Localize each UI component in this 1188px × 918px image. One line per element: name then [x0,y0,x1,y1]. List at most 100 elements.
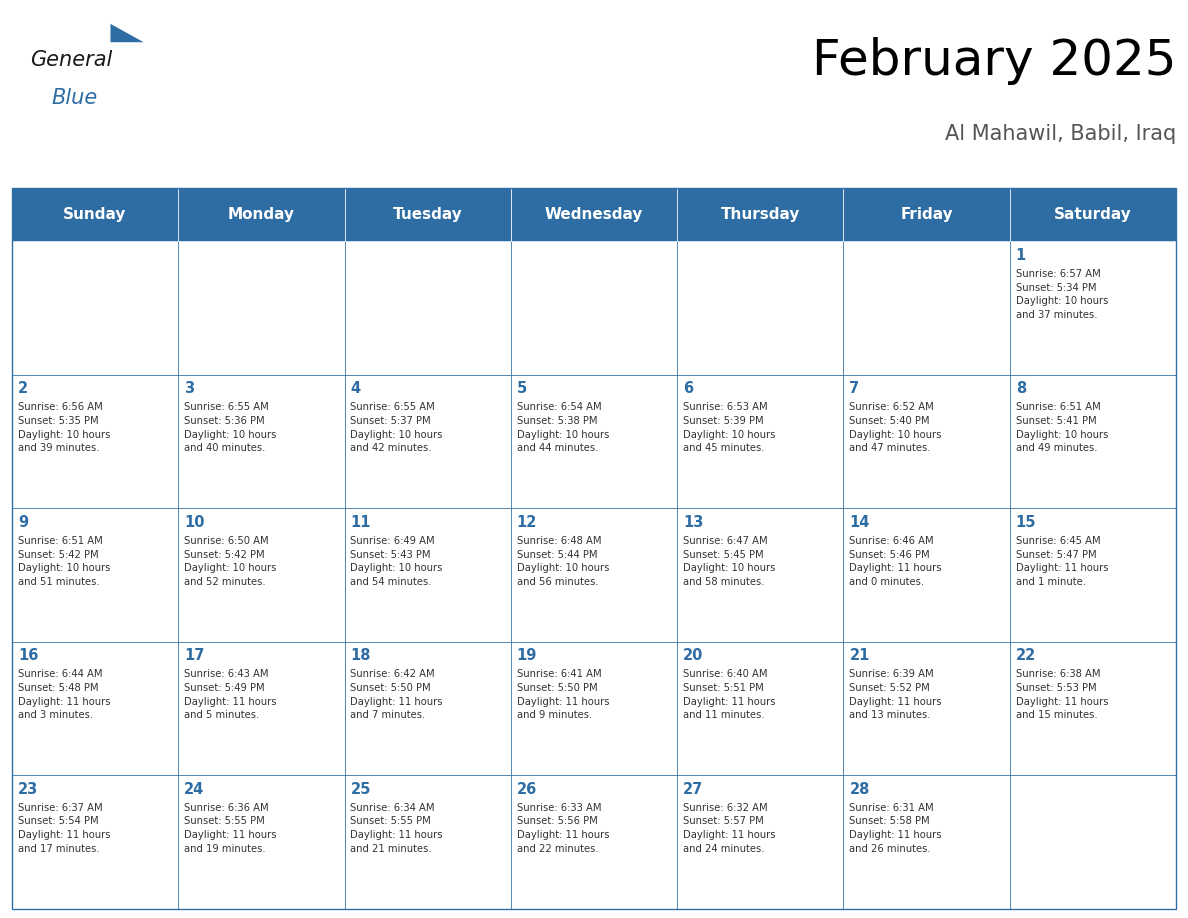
Bar [12,375,178,509]
Bar [345,375,511,509]
Text: Sunrise: 6:51 AM
Sunset: 5:41 PM
Daylight: 10 hours
and 49 minutes.: Sunrise: 6:51 AM Sunset: 5:41 PM Dayligh… [1016,402,1108,453]
Bar [345,188,511,241]
Bar [178,776,345,909]
Text: 26: 26 [517,782,537,797]
Text: Sunrise: 6:49 AM
Sunset: 5:43 PM
Daylight: 10 hours
and 54 minutes.: Sunrise: 6:49 AM Sunset: 5:43 PM Dayligh… [350,536,443,587]
Text: 28: 28 [849,782,870,797]
Bar [511,776,677,909]
Text: Sunday: Sunday [63,207,127,222]
Text: Sunrise: 6:42 AM
Sunset: 5:50 PM
Daylight: 11 hours
and 7 minutes.: Sunrise: 6:42 AM Sunset: 5:50 PM Dayligh… [350,669,443,721]
Text: Sunrise: 6:31 AM
Sunset: 5:58 PM
Daylight: 11 hours
and 26 minutes.: Sunrise: 6:31 AM Sunset: 5:58 PM Dayligh… [849,803,942,854]
Text: Sunrise: 6:43 AM
Sunset: 5:49 PM
Daylight: 11 hours
and 5 minutes.: Sunrise: 6:43 AM Sunset: 5:49 PM Dayligh… [184,669,277,721]
Text: Blue: Blue [51,88,97,108]
Bar [1010,776,1176,909]
Text: 2: 2 [18,381,29,397]
Bar [345,241,511,375]
Bar [677,509,843,642]
Text: 22: 22 [1016,648,1036,664]
Bar [12,642,178,776]
Bar [511,188,677,241]
Text: 15: 15 [1016,515,1036,530]
Text: 19: 19 [517,648,537,664]
Text: 11: 11 [350,515,371,530]
Text: Sunrise: 6:33 AM
Sunset: 5:56 PM
Daylight: 11 hours
and 22 minutes.: Sunrise: 6:33 AM Sunset: 5:56 PM Dayligh… [517,803,609,854]
Text: 17: 17 [184,648,204,664]
Text: Sunrise: 6:38 AM
Sunset: 5:53 PM
Daylight: 11 hours
and 15 minutes.: Sunrise: 6:38 AM Sunset: 5:53 PM Dayligh… [1016,669,1108,721]
Text: Sunrise: 6:39 AM
Sunset: 5:52 PM
Daylight: 11 hours
and 13 minutes.: Sunrise: 6:39 AM Sunset: 5:52 PM Dayligh… [849,669,942,721]
Text: Sunrise: 6:56 AM
Sunset: 5:35 PM
Daylight: 10 hours
and 39 minutes.: Sunrise: 6:56 AM Sunset: 5:35 PM Dayligh… [18,402,110,453]
Text: Sunrise: 6:36 AM
Sunset: 5:55 PM
Daylight: 11 hours
and 19 minutes.: Sunrise: 6:36 AM Sunset: 5:55 PM Dayligh… [184,803,277,854]
Bar [511,241,677,375]
Bar [178,375,345,509]
Text: Tuesday: Tuesday [393,207,462,222]
Text: 7: 7 [849,381,860,397]
Text: 23: 23 [18,782,38,797]
Text: Monday: Monday [228,207,295,222]
Bar [843,509,1010,642]
Text: 10: 10 [184,515,204,530]
Text: 1: 1 [1016,248,1026,263]
Bar [843,642,1010,776]
Text: Sunrise: 6:45 AM
Sunset: 5:47 PM
Daylight: 11 hours
and 1 minute.: Sunrise: 6:45 AM Sunset: 5:47 PM Dayligh… [1016,536,1108,587]
Text: 13: 13 [683,515,703,530]
Text: Sunrise: 6:44 AM
Sunset: 5:48 PM
Daylight: 11 hours
and 3 minutes.: Sunrise: 6:44 AM Sunset: 5:48 PM Dayligh… [18,669,110,721]
Bar [178,188,345,241]
Bar [345,776,511,909]
Bar [345,509,511,642]
Bar [511,642,677,776]
Text: Sunrise: 6:32 AM
Sunset: 5:57 PM
Daylight: 11 hours
and 24 minutes.: Sunrise: 6:32 AM Sunset: 5:57 PM Dayligh… [683,803,776,854]
Bar [178,509,345,642]
Bar [178,241,345,375]
Bar [12,509,178,642]
Bar [677,642,843,776]
Text: 21: 21 [849,648,870,664]
Text: Sunrise: 6:48 AM
Sunset: 5:44 PM
Daylight: 10 hours
and 56 minutes.: Sunrise: 6:48 AM Sunset: 5:44 PM Dayligh… [517,536,609,587]
Text: Sunrise: 6:40 AM
Sunset: 5:51 PM
Daylight: 11 hours
and 11 minutes.: Sunrise: 6:40 AM Sunset: 5:51 PM Dayligh… [683,669,776,721]
Text: 5: 5 [517,381,527,397]
Polygon shape [110,24,144,42]
Bar [677,188,843,241]
Text: 24: 24 [184,782,204,797]
Text: 9: 9 [18,515,29,530]
Text: Al Mahawil, Babil, Iraq: Al Mahawil, Babil, Iraq [944,124,1176,144]
Text: 6: 6 [683,381,694,397]
Text: Sunrise: 6:37 AM
Sunset: 5:54 PM
Daylight: 11 hours
and 17 minutes.: Sunrise: 6:37 AM Sunset: 5:54 PM Dayligh… [18,803,110,854]
Bar [511,509,677,642]
Text: 16: 16 [18,648,38,664]
Text: Sunrise: 6:47 AM
Sunset: 5:45 PM
Daylight: 10 hours
and 58 minutes.: Sunrise: 6:47 AM Sunset: 5:45 PM Dayligh… [683,536,776,587]
Text: 25: 25 [350,782,371,797]
Bar [1010,188,1176,241]
Text: Saturday: Saturday [1054,207,1132,222]
Text: Sunrise: 6:51 AM
Sunset: 5:42 PM
Daylight: 10 hours
and 51 minutes.: Sunrise: 6:51 AM Sunset: 5:42 PM Dayligh… [18,536,110,587]
Bar [677,375,843,509]
Bar [1010,642,1176,776]
Bar [843,375,1010,509]
Bar [178,642,345,776]
Text: Wednesday: Wednesday [545,207,643,222]
Bar [843,776,1010,909]
Bar [12,241,178,375]
Bar [12,188,1176,909]
Bar [12,776,178,909]
Text: Sunrise: 6:34 AM
Sunset: 5:55 PM
Daylight: 11 hours
and 21 minutes.: Sunrise: 6:34 AM Sunset: 5:55 PM Dayligh… [350,803,443,854]
Text: Sunrise: 6:53 AM
Sunset: 5:39 PM
Daylight: 10 hours
and 45 minutes.: Sunrise: 6:53 AM Sunset: 5:39 PM Dayligh… [683,402,776,453]
Bar [345,642,511,776]
Text: 8: 8 [1016,381,1026,397]
Bar [677,776,843,909]
Text: 3: 3 [184,381,195,397]
Text: Sunrise: 6:54 AM
Sunset: 5:38 PM
Daylight: 10 hours
and 44 minutes.: Sunrise: 6:54 AM Sunset: 5:38 PM Dayligh… [517,402,609,453]
Text: Sunrise: 6:50 AM
Sunset: 5:42 PM
Daylight: 10 hours
and 52 minutes.: Sunrise: 6:50 AM Sunset: 5:42 PM Dayligh… [184,536,277,587]
Text: Thursday: Thursday [721,207,800,222]
Text: Sunrise: 6:55 AM
Sunset: 5:37 PM
Daylight: 10 hours
and 42 minutes.: Sunrise: 6:55 AM Sunset: 5:37 PM Dayligh… [350,402,443,453]
Text: Sunrise: 6:55 AM
Sunset: 5:36 PM
Daylight: 10 hours
and 40 minutes.: Sunrise: 6:55 AM Sunset: 5:36 PM Dayligh… [184,402,277,453]
Bar [677,241,843,375]
Text: Sunrise: 6:46 AM
Sunset: 5:46 PM
Daylight: 11 hours
and 0 minutes.: Sunrise: 6:46 AM Sunset: 5:46 PM Dayligh… [849,536,942,587]
Bar [843,188,1010,241]
Bar [12,188,178,241]
Text: 20: 20 [683,648,703,664]
Text: Sunrise: 6:52 AM
Sunset: 5:40 PM
Daylight: 10 hours
and 47 minutes.: Sunrise: 6:52 AM Sunset: 5:40 PM Dayligh… [849,402,942,453]
Text: General: General [30,50,112,70]
Text: 27: 27 [683,782,703,797]
Bar [1010,509,1176,642]
Bar [511,375,677,509]
